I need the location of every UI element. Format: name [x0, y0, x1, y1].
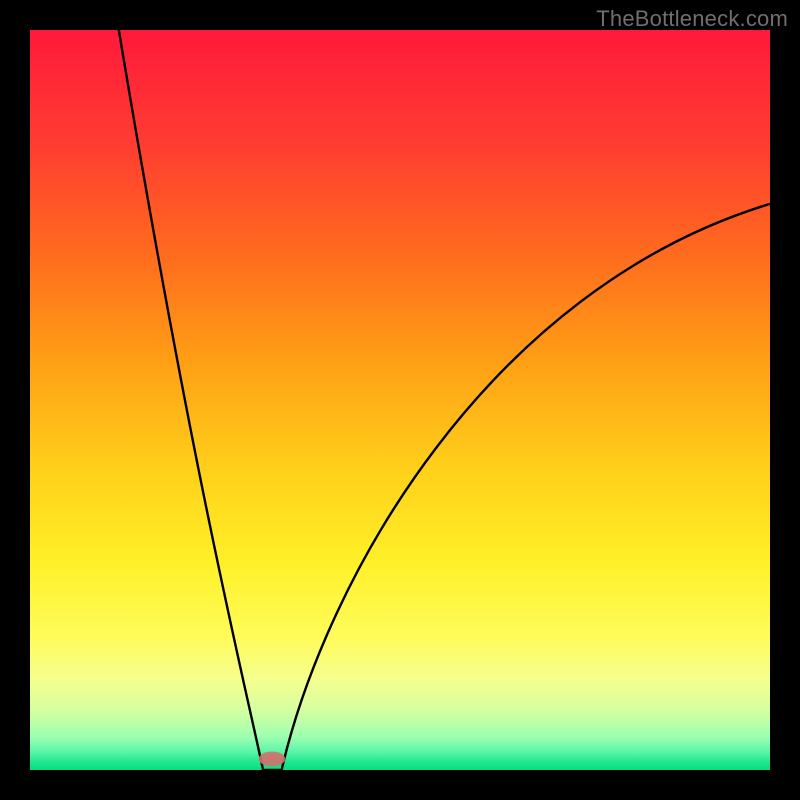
optimum-marker [259, 752, 286, 767]
plot-area [30, 30, 770, 770]
bottleneck-chart-svg [0, 0, 800, 800]
chart-root: TheBottleneck.com [0, 0, 800, 800]
watermark-text: TheBottleneck.com [596, 6, 788, 32]
